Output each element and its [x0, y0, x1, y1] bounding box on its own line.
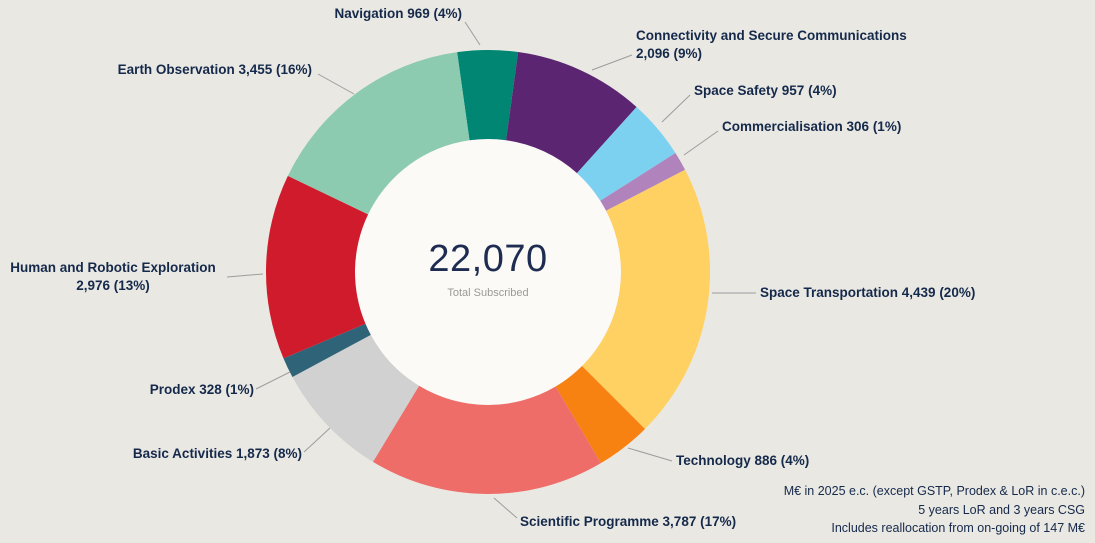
leader-line-basic-activities [303, 427, 331, 453]
label-commercialisation: Commercialisation 306 (1%) [722, 119, 902, 134]
label-human-and-robotic-exploration: Human and Robotic Exploration 2,976 (13%… [10, 260, 216, 293]
segment-space-transportation[interactable] [582, 169, 711, 429]
leader-line-prodex [255, 371, 291, 390]
leader-line-scientific-programme [493, 497, 518, 519]
segment-commercialisation[interactable] [600, 153, 686, 211]
label-connectivity-and-secure-communications: Connectivity and Secure Communications 2… [636, 28, 907, 61]
label-space-safety: Space Safety 957 (4%) [694, 83, 837, 98]
donut-segments [265, 50, 711, 494]
donut-hole [355, 139, 621, 405]
leader-lines [226, 21, 756, 519]
leader-line-space-safety [661, 94, 691, 123]
segment-scientific-programme[interactable] [372, 385, 601, 494]
segment-prodex[interactable] [283, 323, 371, 378]
segment-space-safety[interactable] [576, 107, 676, 201]
leader-line-human-robotic [226, 273, 264, 278]
leader-line-technology [627, 447, 673, 462]
segment-earth-observation[interactable] [287, 52, 470, 215]
segment-basic-activities[interactable] [292, 334, 420, 462]
segment-technology[interactable] [555, 366, 645, 464]
leader-line-connectivity [591, 54, 633, 71]
label-basic-activities: Basic Activities 1,873 (8%) [132, 446, 302, 461]
label-earth-observation: Earth Observation 3,455 (16%) [117, 62, 312, 77]
footnote-line-3: Includes reallocation from on-going of 1… [831, 521, 1085, 536]
leader-line-commercialisation [683, 130, 719, 156]
footnotes: M€ in 2025 e.c. (except GSTP, Prodex & L… [784, 482, 1085, 538]
label-scientific-programme: Scientific Programme 3,787 (17%) [520, 514, 737, 529]
leader-line-navigation [464, 21, 481, 46]
segment-connectivity-and-secure-communications[interactable] [506, 52, 637, 174]
label-space-transportation: Space Transportation 4,439 (20%) [760, 285, 976, 300]
segment-human-and-robotic-exploration[interactable] [265, 175, 369, 359]
label-technology: Technology 886 (4%) [676, 453, 810, 468]
label-navigation: Navigation 969 (4%) [334, 6, 462, 21]
leader-line-earth-observation [317, 73, 355, 95]
segment-navigation[interactable] [457, 50, 519, 141]
footnote-line-1: M€ in 2025 e.c. (except GSTP, Prodex & L… [783, 483, 1085, 498]
footnote-line-2: 5 years LoR and 3 years CSG [918, 502, 1085, 517]
label-prodex: Prodex 328 (1%) [149, 382, 254, 397]
